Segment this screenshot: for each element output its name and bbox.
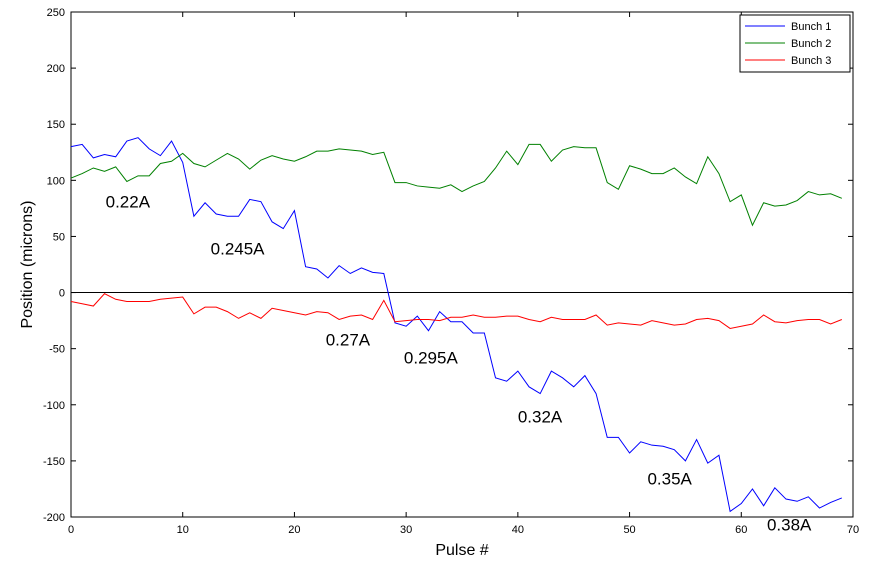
y-tick-label: 100 (47, 175, 65, 187)
axis-ticks: 0 10 20 30 40 50 60 70 -200 -150 -100 -50 0 50 100 150 2… (43, 7, 859, 536)
y-tick-label: 250 (47, 7, 65, 19)
legend-label: Bunch 2 (791, 38, 831, 50)
current-annotation: 0.32A (518, 408, 563, 427)
legend: Bunch 1 Bunch 2 Bunch 3 (739, 14, 851, 73)
y-axis-label: Position (microns) (19, 200, 36, 328)
y-tick-label: -50 (49, 344, 65, 356)
x-tick-label: 10 (177, 524, 189, 536)
y-tick-label: 200 (47, 63, 65, 75)
y-tick-label: 50 (53, 231, 65, 243)
current-annotation: 0.245A (211, 239, 266, 258)
current-annotation: 0.295A (404, 348, 459, 367)
series-line-bunch-3 (70, 293, 843, 329)
x-tick-label: 50 (623, 524, 635, 536)
x-axis-label: Pulse # (435, 542, 488, 559)
x-tick-label: 20 (288, 524, 300, 536)
series-line-bunch-2 (70, 143, 843, 227)
x-tick-label: 0 (68, 524, 74, 536)
x-tick-label: 70 (847, 524, 859, 536)
series-lines (70, 137, 843, 513)
legend-label: Bunch 1 (791, 21, 831, 33)
y-tick-label: -200 (43, 512, 65, 524)
x-tick-label: 60 (735, 524, 747, 536)
y-tick-label: -150 (43, 456, 65, 468)
series-line-bunch-1 (70, 137, 843, 513)
y-tick-label: 0 (59, 288, 65, 300)
current-annotation: 0.38A (767, 515, 812, 534)
annotations: 0.22A 0.245A 0.27A 0.295A 0.32A 0.35A 0.38A (106, 192, 812, 534)
plot-area (70, 11, 854, 518)
y-tick-label: 150 (47, 119, 65, 131)
x-tick-label: 40 (512, 524, 524, 536)
current-annotation: 0.35A (647, 469, 692, 488)
legend-label: Bunch 3 (791, 55, 831, 67)
current-annotation: 0.22A (106, 192, 151, 211)
x-tick-label: 30 (400, 524, 412, 536)
y-tick-label: -100 (43, 400, 65, 412)
current-annotation: 0.27A (326, 330, 371, 349)
